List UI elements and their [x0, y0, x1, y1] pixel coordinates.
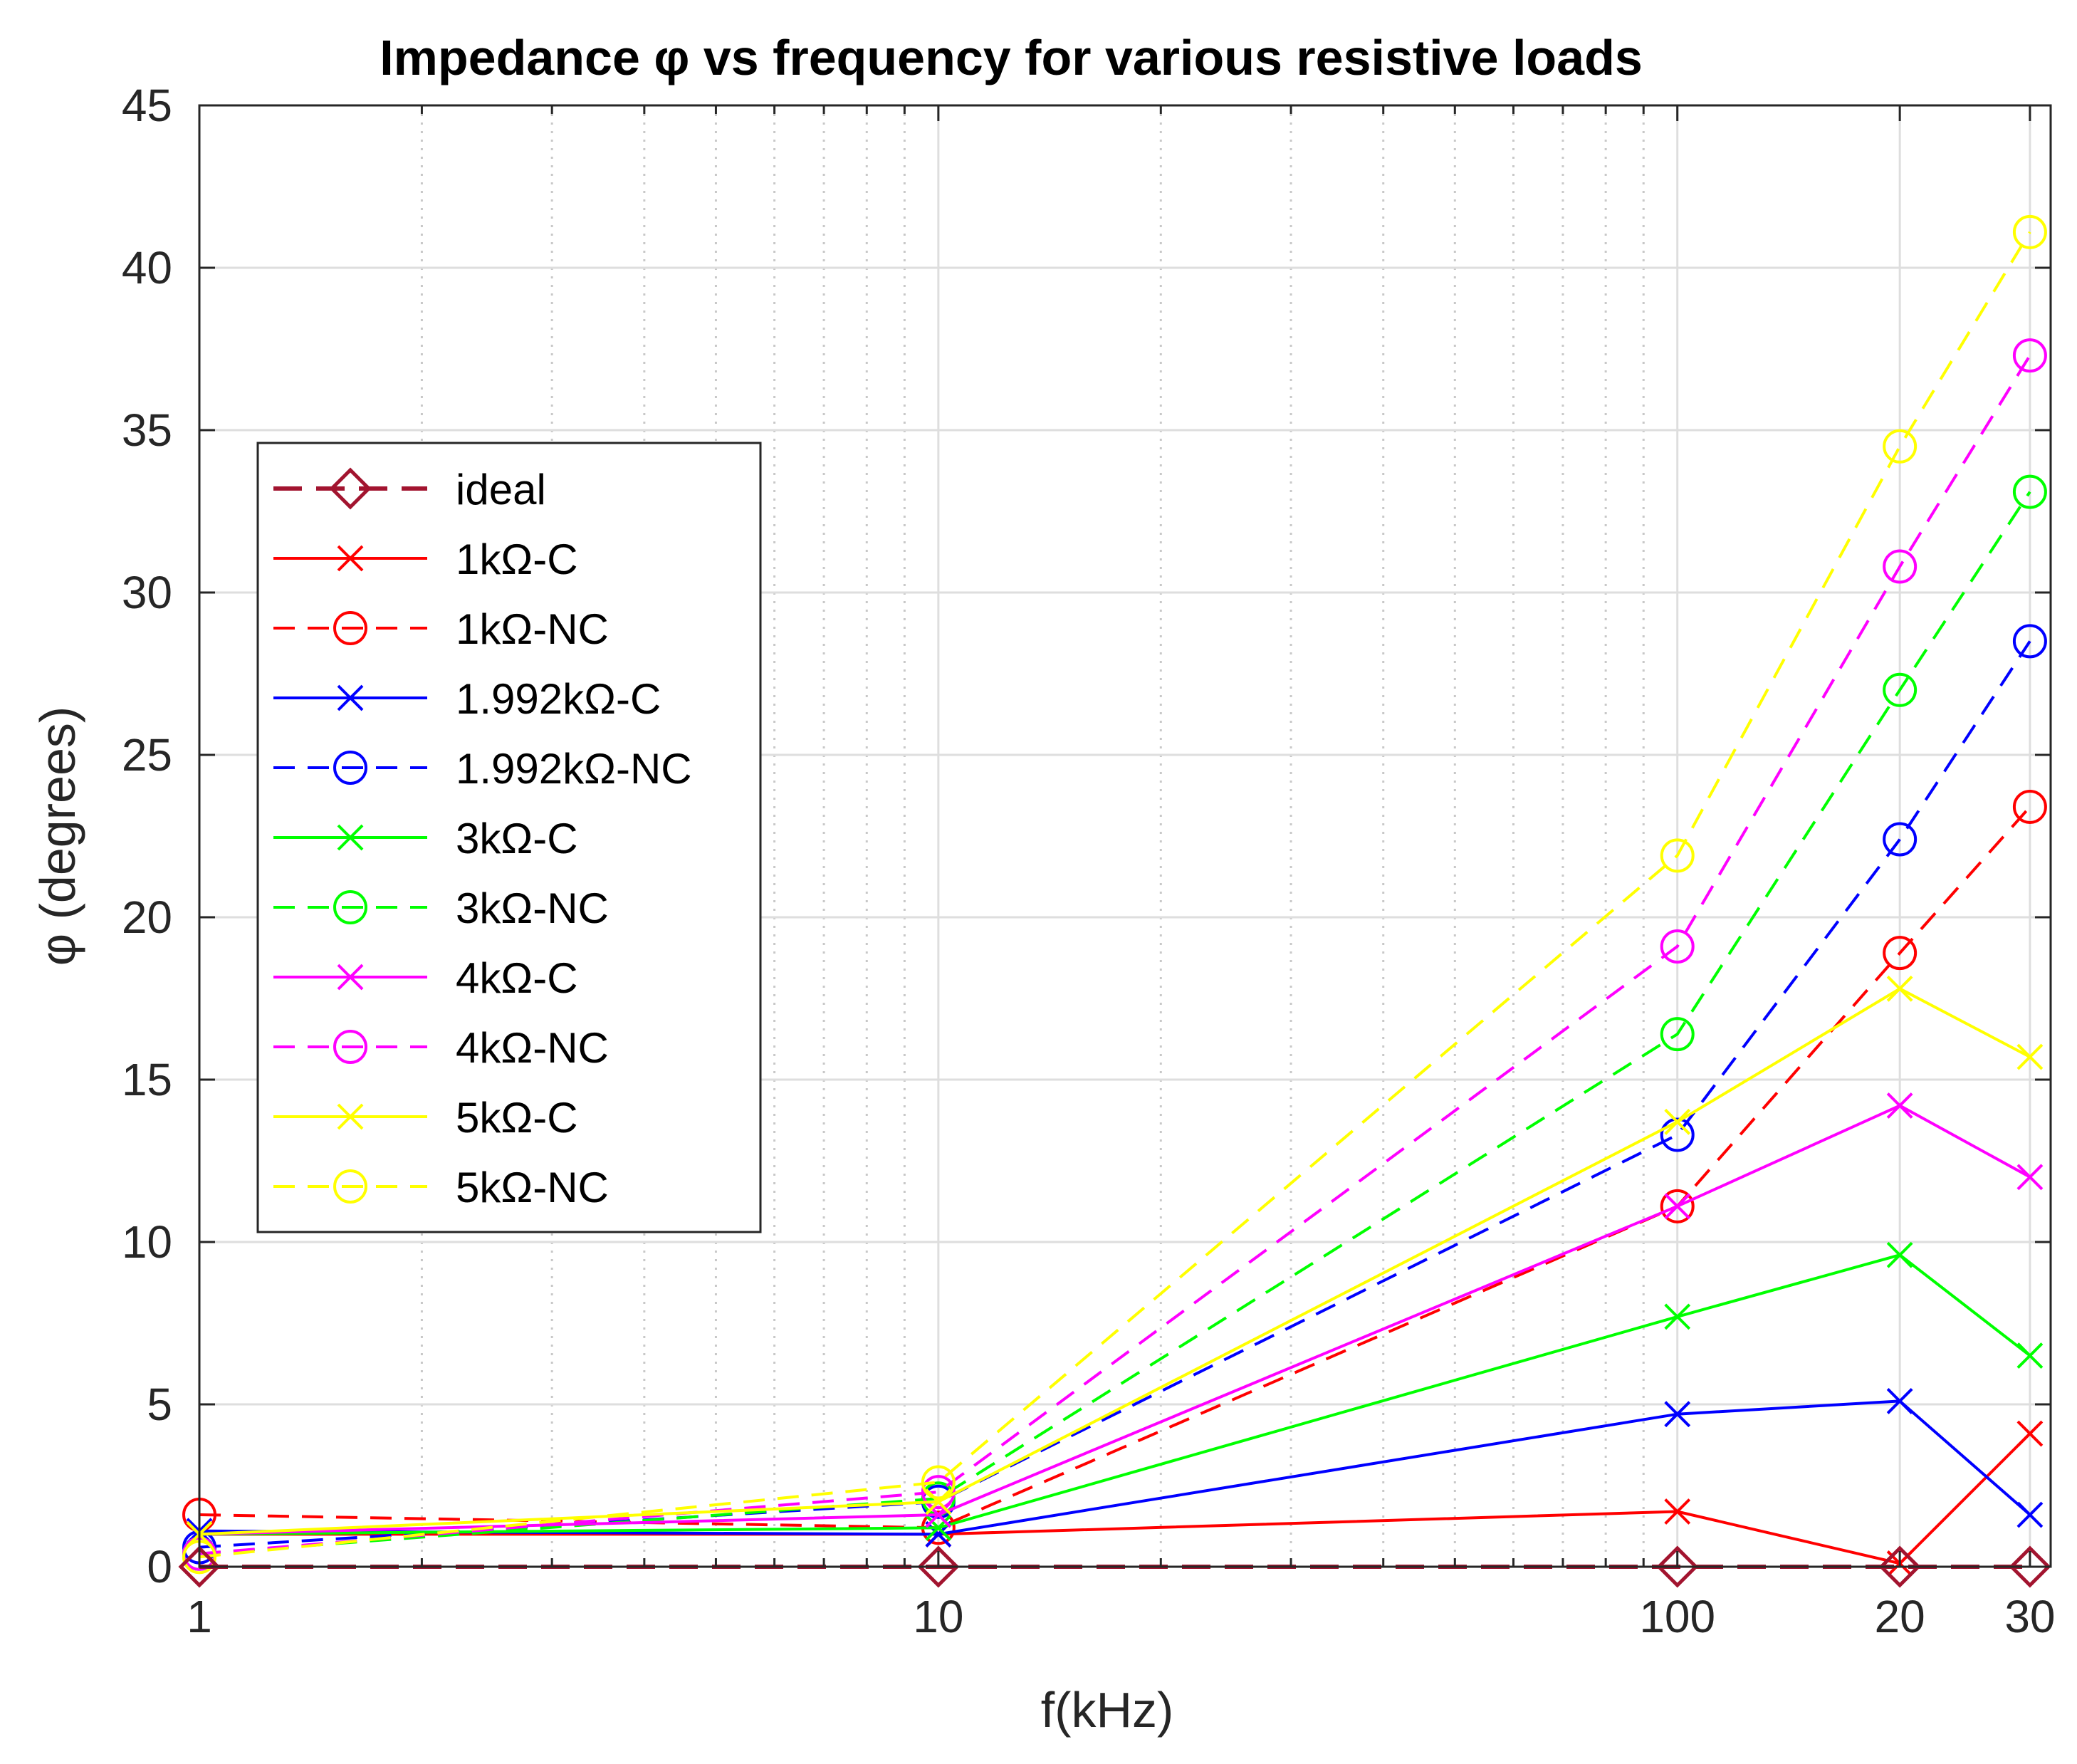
legend-entry-4k-c: 4kΩ-C	[273, 954, 578, 1002]
legend-entry-1k-nc: 1kΩ-NC	[273, 605, 609, 653]
x-tick-label: 100	[1639, 1591, 1715, 1642]
legend-marker	[333, 1030, 367, 1064]
y-tick-label: 40	[122, 242, 172, 293]
data-point	[2016, 1342, 2044, 1369]
data-point	[2012, 214, 2047, 249]
data-point	[1660, 1189, 1695, 1223]
series-5k-c	[186, 975, 2044, 1548]
y-tick-label: 10	[122, 1216, 172, 1268]
legend-marker	[329, 467, 372, 510]
legend-marker	[337, 1103, 364, 1130]
data-point	[2012, 624, 2047, 659]
x-tick-label: 10	[913, 1591, 963, 1642]
data-point	[1886, 1092, 1913, 1119]
legend-label: 1kΩ-C	[456, 536, 578, 583]
data-point	[2016, 1420, 2044, 1447]
data-point	[1883, 549, 1918, 584]
y-tick-label: 15	[122, 1054, 172, 1105]
legend-marker	[337, 824, 364, 851]
data-point	[921, 1465, 956, 1500]
legend-marker	[337, 964, 364, 991]
legend-label: 1.992kΩ-C	[456, 675, 661, 723]
legend-label: 1.992kΩ-NC	[456, 745, 692, 793]
series-line	[199, 231, 2031, 1559]
data-point	[925, 1488, 952, 1515]
data-point	[1660, 1117, 1695, 1152]
plot-border	[198, 104, 2052, 1568]
x-tick-label: 1	[187, 1591, 212, 1642]
series-line	[199, 491, 2031, 1555]
y-tick-label: 5	[147, 1379, 172, 1430]
data-point	[1878, 1545, 1921, 1588]
data-point	[1886, 1241, 1913, 1268]
legend-marker	[333, 1169, 367, 1204]
legend-marker	[333, 890, 367, 924]
data-point	[1664, 1303, 1691, 1330]
chart-title: Impedance φ vs frequency for various res…	[380, 30, 1643, 85]
x-tick-label: 30	[2004, 1591, 2055, 1642]
data-point	[2016, 1043, 2044, 1070]
data-point	[1886, 1388, 1913, 1414]
data-point	[925, 1514, 952, 1541]
x-tick-label: 20	[1875, 1591, 1925, 1642]
data-point	[1660, 1017, 1695, 1052]
y-axis-label: φ (degrees)	[30, 706, 85, 966]
data-point	[1660, 838, 1695, 873]
y-tick-label: 30	[122, 567, 172, 618]
legend-entry-1-992k-nc: 1.992kΩ-NC	[273, 745, 692, 793]
data-point	[1664, 1193, 1691, 1220]
x-axis-label: f(kHz)	[1041, 1682, 1174, 1738]
y-tick-label: 20	[122, 892, 172, 943]
legend-marker	[337, 545, 364, 572]
data-point	[1883, 672, 1918, 707]
data-point	[1664, 1108, 1691, 1135]
legend-entry-3k-c: 3kΩ-C	[273, 815, 578, 862]
legend-entry-1k-c: 1kΩ-C	[273, 536, 578, 583]
series-5k-nc	[182, 214, 2047, 1575]
data-point	[1883, 822, 1918, 857]
legend-label: 1kΩ-NC	[456, 605, 609, 653]
data-point	[1656, 1545, 1699, 1588]
data-point	[921, 1475, 956, 1510]
legend-marker	[337, 684, 364, 711]
legend-label: 5kΩ-C	[456, 1094, 578, 1142]
legend-label: 4kΩ-C	[456, 954, 578, 1002]
data-point	[1664, 1498, 1691, 1525]
legend-entry-1-992k-c: 1.992kΩ-C	[273, 675, 661, 723]
legend-label: 5kΩ-NC	[456, 1164, 609, 1211]
y-tick-label: 0	[147, 1541, 172, 1592]
data-point	[2012, 789, 2047, 824]
axis-ticks: 1 10 100 20 30 0 5 10 15 20 25 30 35 40 45	[122, 80, 2056, 1642]
data-point	[2012, 474, 2047, 509]
legend-label: 3kΩ-C	[456, 815, 578, 862]
y-tick-label: 25	[122, 729, 172, 781]
data-point	[1664, 1401, 1691, 1428]
data-point	[2016, 1501, 2044, 1528]
legend-entry-ideal: ideal	[273, 466, 546, 513]
legend-marker	[333, 751, 367, 785]
y-tick-label: 45	[122, 80, 172, 131]
legend-entry-5k-c: 5kΩ-C	[273, 1094, 578, 1142]
data-point	[1660, 929, 1695, 964]
legend-label: 4kΩ-NC	[456, 1024, 609, 1072]
legend: ideal 1kΩ-C 1kΩ-NC 1.992kΩ-C 1.992kΩ-NC 3kΩ-C…	[256, 442, 762, 1233]
y-tick-label: 35	[122, 405, 172, 456]
data-point	[1883, 936, 1918, 971]
data-point	[2009, 1545, 2051, 1588]
legend-entry-4k-nc: 4kΩ-NC	[273, 1024, 609, 1072]
legend-label: ideal	[456, 466, 546, 513]
legend-label: 3kΩ-NC	[456, 884, 609, 932]
legend-entry-5k-nc: 5kΩ-NC	[273, 1164, 609, 1211]
data-point	[1883, 429, 1918, 464]
data-point	[1886, 975, 1913, 1002]
legend-marker	[333, 611, 367, 645]
data-point	[2016, 1164, 2044, 1191]
data-point	[917, 1545, 960, 1588]
data-point	[178, 1545, 221, 1588]
data-point	[2012, 338, 2047, 373]
legend-entry-3k-nc: 3kΩ-NC	[273, 884, 609, 932]
